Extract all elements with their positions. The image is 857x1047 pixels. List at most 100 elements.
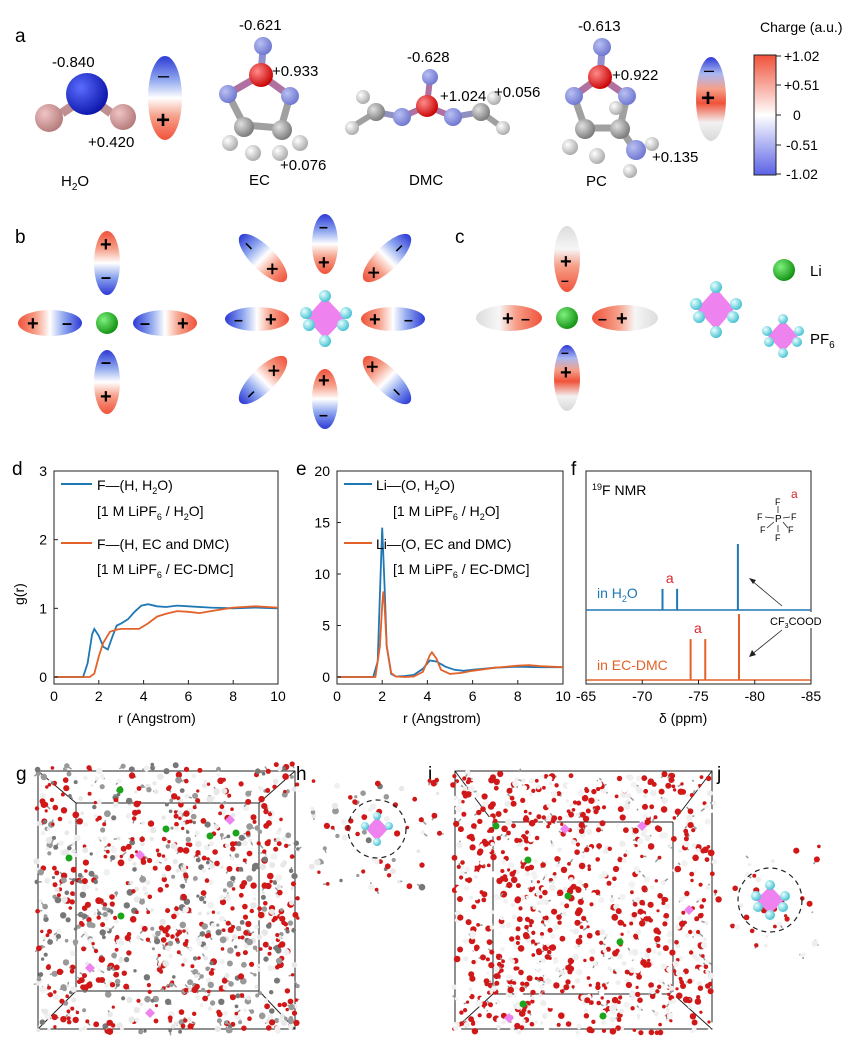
pc-model bbox=[562, 38, 659, 178]
chart-e-legend-1b: [1 M LiPF6 / H2O] bbox=[393, 503, 500, 522]
colorbar-tick-1: +1.02 bbox=[784, 48, 820, 64]
md-snapshot-i bbox=[450, 768, 718, 1036]
dipole-b2-bottom: +– bbox=[312, 369, 338, 429]
panel-a: -0.840 +0.420 H2O – + -0.621 bbox=[35, 17, 842, 193]
pc-charge-2: +0.922 bbox=[612, 67, 658, 84]
chart-e-ytick-label: 15 bbox=[314, 515, 330, 531]
svg-text:F: F bbox=[788, 525, 794, 535]
chart-d-xtick-label: 6 bbox=[185, 688, 193, 704]
dmc-label: DMC bbox=[409, 172, 443, 189]
svg-text:–: – bbox=[598, 311, 607, 328]
h2o-label: H2O bbox=[61, 173, 89, 193]
chart-e-ytick-label: 20 bbox=[314, 463, 330, 479]
svg-text:–: – bbox=[404, 312, 413, 329]
pf6-ion-j bbox=[751, 880, 790, 920]
svg-text:–: – bbox=[234, 312, 243, 329]
pf6-ion-b bbox=[300, 290, 352, 347]
chart-f-xtick-label: -70 bbox=[632, 688, 652, 704]
panel-f: aa -65 -70 -75 -80 -85 19F NMR in H2O in EC-… bbox=[576, 470, 822, 726]
chart-e-xtick-label: 10 bbox=[555, 688, 571, 704]
dmc-charge-1: -0.628 bbox=[407, 49, 450, 66]
chart-f-xtick-label: -75 bbox=[688, 688, 708, 704]
pc-charge-3: +0.135 bbox=[652, 149, 698, 166]
legend-pf6-icon bbox=[762, 314, 804, 358]
chart-d-ytick-label: 2 bbox=[39, 532, 47, 548]
chart-e-ytick-label: 10 bbox=[314, 566, 330, 582]
chart-f-trace-1-label: in H2O bbox=[597, 585, 638, 604]
dipole-c-right: – + bbox=[592, 305, 658, 331]
svg-text:+: + bbox=[100, 234, 112, 256]
svg-text:F: F bbox=[775, 497, 781, 507]
pc-dipole-ellipse: – + bbox=[696, 57, 726, 141]
panel-letter-f: f bbox=[571, 459, 577, 480]
ec-charge-3: +0.076 bbox=[280, 157, 326, 174]
chart-e-xtick-label: 4 bbox=[424, 688, 432, 704]
svg-text:+: + bbox=[502, 308, 514, 330]
legend-li-icon bbox=[773, 259, 795, 281]
pf6-structure-a-label: a bbox=[791, 487, 798, 501]
legend-li-label: Li bbox=[810, 263, 822, 280]
svg-text:–: – bbox=[101, 267, 111, 287]
svg-text:F: F bbox=[760, 525, 766, 535]
colorbar-tick-4: -0.51 bbox=[786, 137, 818, 153]
dipole-c-left: + – bbox=[476, 305, 542, 331]
chart-d-ytick-label: 1 bbox=[39, 600, 47, 616]
chart-f-trace-2-label: in EC-DMC bbox=[597, 657, 668, 673]
chart-f-title: 19F NMR bbox=[592, 482, 646, 498]
chart-f-xtick-label: -65 bbox=[576, 688, 596, 704]
svg-text:+: + bbox=[156, 107, 170, 134]
chart-d-legend-1: F—(H, H2O) bbox=[97, 477, 173, 496]
chart-e-xlabel: r (Angstrom) bbox=[403, 710, 481, 726]
h2o-label-o: O bbox=[77, 173, 89, 190]
legend-pf6-sub: 6 bbox=[829, 340, 835, 351]
svg-text:–: – bbox=[561, 344, 569, 360]
panel-e: 0 2 4 6 8 10 0 5 10 15 20 r (Angstrom) Li—(O, H2O)… bbox=[314, 463, 571, 726]
colorbar-title: Charge (a.u.) bbox=[760, 19, 842, 35]
svg-text:+: + bbox=[560, 362, 572, 384]
chart-d-ytick-label: 0 bbox=[39, 669, 47, 685]
chart-e-ytick-label: 5 bbox=[322, 618, 330, 634]
dipole-b2-br: ×– bbox=[362, 355, 412, 405]
dipole-b-right: – + bbox=[133, 310, 197, 336]
md-snapshot-g bbox=[33, 761, 302, 1036]
chart-d-xlabel: r (Angstrom) bbox=[118, 710, 196, 726]
svg-text:–: – bbox=[319, 407, 328, 424]
svg-text:–: – bbox=[561, 272, 569, 288]
svg-text:+: + bbox=[177, 313, 189, 335]
chart-d-xtick-label: 8 bbox=[229, 688, 237, 704]
solvation-shell-j bbox=[737, 867, 803, 933]
svg-text:–: – bbox=[101, 352, 111, 372]
chart-d-xtick-label: 0 bbox=[50, 688, 58, 704]
dmc-charge-3: +0.056 bbox=[494, 84, 540, 101]
chart-f-plot: aa bbox=[661, 544, 740, 680]
chart-e-ticks: 0 2 4 6 8 10 0 5 10 15 20 bbox=[314, 463, 571, 704]
chart-e-xtick-label: 2 bbox=[378, 688, 386, 704]
chart-d-legend-1b: [1 M LiPF6 / H2O] bbox=[97, 503, 204, 522]
svg-text:+: + bbox=[318, 370, 330, 392]
pc-charge-1: -0.613 bbox=[578, 18, 621, 35]
dipole-b2-tl: –× bbox=[238, 233, 288, 283]
chart-d-series-1-line bbox=[54, 603, 279, 678]
panel-d: 0 2 4 6 8 10 0 1 2 3 g(r) r (Angstrom) F—(H, H2O)… bbox=[11, 463, 286, 726]
panel-letter-h: h bbox=[296, 764, 307, 785]
chart-e-xtick-label: 0 bbox=[333, 688, 341, 704]
svg-text:+: + bbox=[616, 308, 628, 330]
svg-text:+: + bbox=[369, 309, 381, 331]
pc-label: PC bbox=[586, 173, 607, 190]
legend-pf6-main: PF bbox=[810, 331, 829, 348]
chart-f-tfa-label: CF3COOD bbox=[770, 616, 822, 630]
svg-text:+: + bbox=[27, 313, 39, 335]
svg-text:+: + bbox=[701, 85, 715, 112]
svg-text:F: F bbox=[757, 512, 763, 522]
svg-text:–: – bbox=[140, 313, 150, 333]
svg-text:–: – bbox=[704, 60, 714, 80]
svg-text:+: + bbox=[265, 309, 277, 331]
panel-letter-e: e bbox=[296, 459, 307, 480]
chart-d-series-2-line bbox=[54, 605, 279, 678]
colorbar bbox=[753, 54, 777, 176]
chart-d-xtick-label: 4 bbox=[140, 688, 148, 704]
dipole-b2-top: –+ bbox=[312, 214, 338, 274]
chart-e-xtick-label: 8 bbox=[514, 688, 522, 704]
